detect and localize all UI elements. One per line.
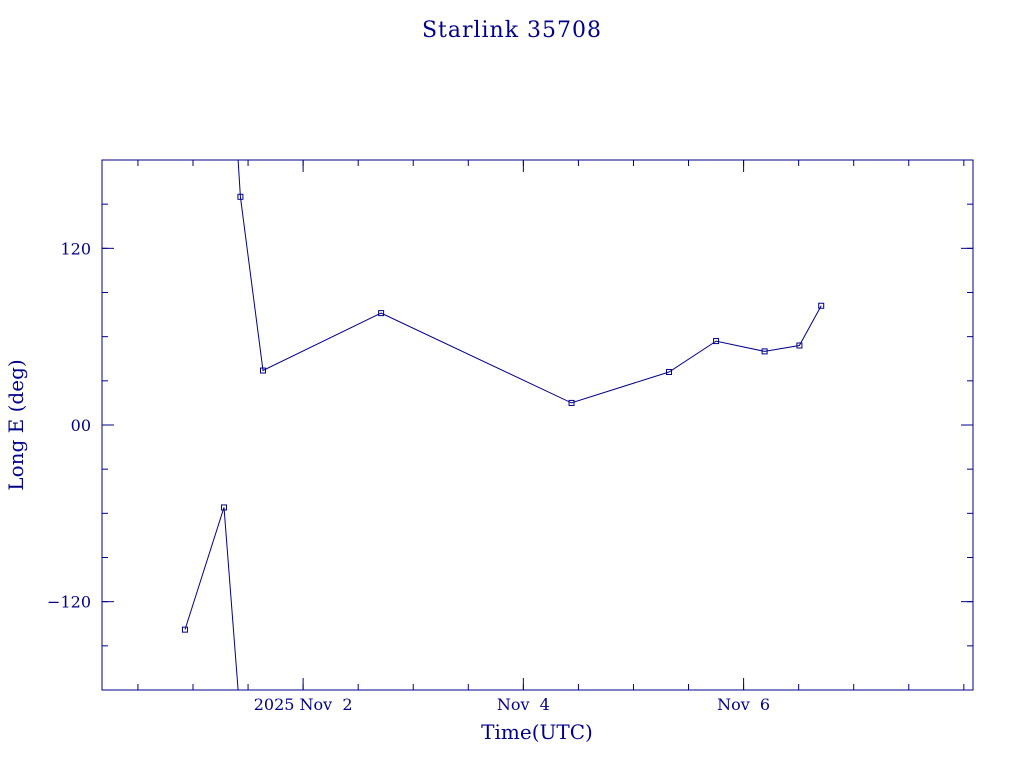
data-point (220, 504, 227, 511)
data-point (761, 348, 768, 355)
y-axis-label: Long E (deg) (4, 359, 28, 490)
plot-frame (101, 159, 974, 691)
data-point (181, 626, 188, 633)
data-point (666, 369, 673, 375)
series-markers (181, 193, 825, 633)
x-tick-label: 2025 Nov 2 (254, 695, 353, 714)
data-point (237, 193, 244, 200)
x-tick-label: Nov 4 (497, 695, 550, 714)
data-point (796, 342, 803, 349)
x-tick-label: Nov 6 (717, 695, 770, 714)
x-minor-ticks (137, 160, 965, 690)
y-tick-label: 120 (60, 239, 91, 258)
x-axis-label: Time(UTC) (481, 720, 593, 744)
y-axis-ticks: 120 00 −120 (47, 239, 973, 612)
x-axis-ticks: 2025 Nov 2 Nov 4 Nov 6 (254, 160, 770, 714)
data-point (568, 399, 575, 406)
chart-title: Starlink 35708 (422, 18, 602, 43)
data-point (378, 310, 385, 317)
plot-area (181, 159, 825, 691)
series-lines (184, 159, 822, 691)
data-point (818, 302, 825, 309)
series-line-segment (184, 507, 239, 691)
series-line-segment (237, 159, 822, 404)
y-minor-ticks (102, 203, 973, 647)
y-tick-label: −120 (47, 593, 91, 612)
y-tick-label: 00 (71, 416, 91, 435)
data-point (713, 338, 720, 345)
data-point (259, 367, 266, 374)
